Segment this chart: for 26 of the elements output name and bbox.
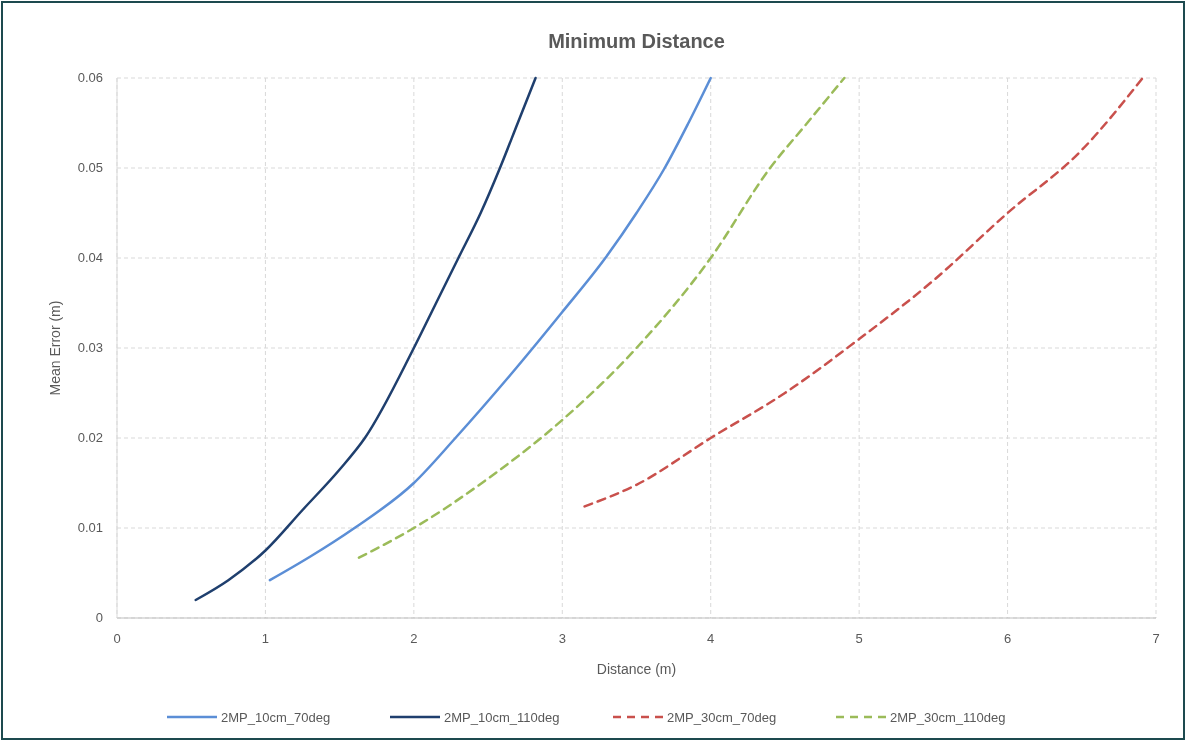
x-tick-label: 2 <box>410 631 418 646</box>
x-tick-label: 6 <box>1003 631 1012 646</box>
y-tick-label: 0 <box>95 610 103 625</box>
x-tick-label: 3 <box>558 631 566 646</box>
y-tick-label: 0.04 <box>77 250 103 265</box>
line-series <box>194 76 537 602</box>
y-tick-label: 0.02 <box>77 430 103 445</box>
x-tick-label: 7 <box>1152 631 1160 646</box>
legend-label: 2MP_10cm_70deg <box>221 710 331 725</box>
legend-label: 2MP_30cm_110deg <box>890 710 1006 725</box>
x-axis-title: Distance (m) <box>596 661 677 677</box>
x-tick-label: 0 <box>113 631 121 646</box>
x-tick-label: 4 <box>707 631 715 646</box>
y-tick-label: 0.03 <box>77 340 103 355</box>
y-tick-label: 0.06 <box>77 70 103 85</box>
line-series <box>268 76 712 582</box>
legend-label: 2MP_10cm_110deg <box>444 710 560 725</box>
y-tick-label: 0.05 <box>77 160 103 175</box>
y-tick-label: 0.01 <box>77 520 103 535</box>
x-tick-label: 1 <box>261 631 270 646</box>
legend-label: 2MP_30cm_70deg <box>667 710 777 725</box>
line-series <box>357 76 846 559</box>
line-series <box>583 76 1144 508</box>
chart-title: Minimum Distance <box>548 30 725 52</box>
y-axis-title: Mean Error (m) <box>47 300 63 396</box>
x-tick-label: 5 <box>855 631 863 646</box>
